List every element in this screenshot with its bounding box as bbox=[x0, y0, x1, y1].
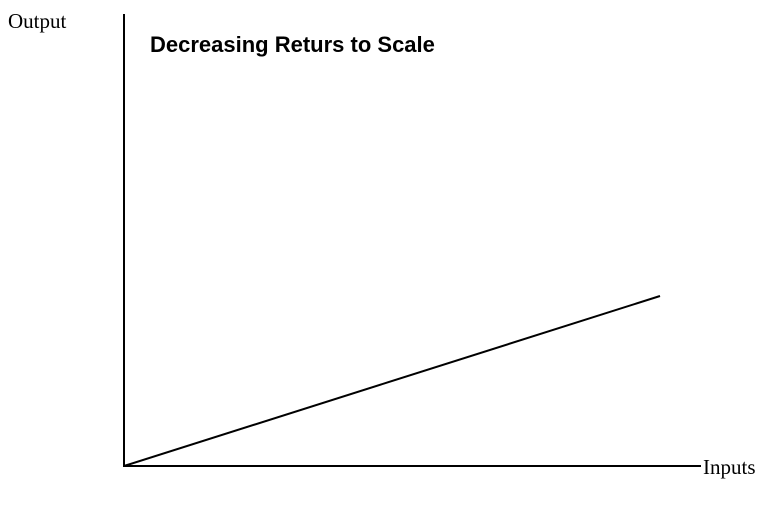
x-axis-label: Inputs bbox=[703, 455, 756, 479]
diagram-title: Decreasing Returs to Scale bbox=[150, 32, 435, 57]
y-axis-label: Output bbox=[8, 9, 67, 33]
curve bbox=[123, 295, 661, 467]
